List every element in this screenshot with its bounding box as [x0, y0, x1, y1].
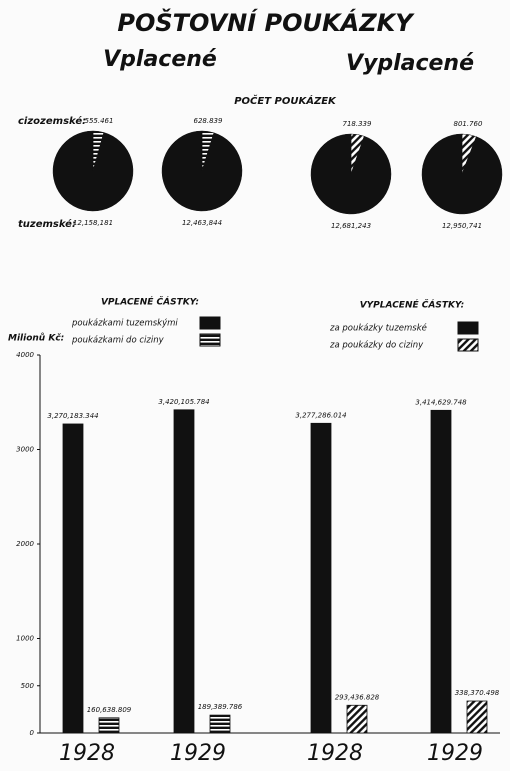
y-tick-label: 3000 — [16, 446, 34, 454]
y-tick-label: 1000 — [16, 635, 34, 643]
bar-value-label: 189,389.786 — [198, 703, 243, 711]
legend-title: VPLACENÉ ČÁSTKY: — [101, 296, 199, 308]
legend-label: za poukázky do ciziny — [329, 341, 424, 351]
pie-category-label: cizozemské: — [18, 115, 86, 127]
pie-value-label: 718.339 — [343, 120, 372, 128]
pie-category-label: tuzemské: — [18, 218, 76, 230]
legend-label: za poukázky tuzemské — [329, 323, 427, 334]
legend-label: poukázkami do ciziny — [71, 336, 165, 346]
y-tick-label: 500 — [21, 682, 35, 690]
legend-swatch — [199, 333, 221, 347]
pie-slice — [310, 133, 392, 215]
bar — [310, 422, 332, 734]
x-tick-label: 1929 — [170, 741, 226, 766]
x-tick-label: 1928 — [307, 741, 363, 766]
bar-value-label: 3,420,105.784 — [158, 398, 209, 406]
bar-value-label: 3,277,286.014 — [295, 411, 346, 419]
pie-value-label: 12,950,741 — [442, 222, 482, 230]
bar — [62, 423, 84, 734]
x-tick-label: 1929 — [427, 741, 483, 766]
pie-value-label: 555.461 — [85, 117, 114, 125]
bar — [98, 717, 120, 734]
y-axis-label: Milionů Kč: — [8, 333, 64, 344]
legend-label: poukázkami tuzemskými — [71, 319, 178, 329]
pie-value-label: 12,463,844 — [182, 219, 222, 227]
bar — [430, 409, 452, 734]
bar-value-label: 3,270,183.344 — [47, 412, 98, 420]
pie-slice — [161, 130, 243, 212]
pie-value-label: 801.760 — [454, 120, 483, 128]
subtitle: Vplacené — [103, 47, 217, 72]
y-tick-label: 2000 — [16, 540, 34, 548]
x-tick-label: 1928 — [59, 741, 115, 766]
legend-title: VYPLACENÉ ČÁSTKY: — [360, 299, 465, 311]
bar-value-label: 3,414,629.748 — [415, 398, 467, 406]
y-tick-label: 0 — [30, 729, 35, 737]
legend-swatch — [457, 338, 479, 352]
bar — [209, 714, 231, 734]
pie-slice — [421, 133, 503, 215]
pie-value-label: 12,158,181 — [73, 219, 113, 227]
subtitle: Vyplacené — [346, 51, 474, 76]
bar — [173, 409, 195, 734]
pie-value-label: 628.839 — [194, 117, 223, 125]
pie-value-label: 12,681,243 — [331, 222, 371, 230]
legend-swatch — [199, 316, 221, 330]
bar — [346, 704, 368, 734]
bar-value-label: 160,638.809 — [87, 706, 132, 714]
bar-value-label: 338,370.498 — [455, 689, 500, 697]
bar-value-label: 293,436.828 — [335, 693, 380, 701]
bar — [466, 700, 488, 734]
pie-title: POČET POUKÁZEK — [234, 93, 337, 107]
page-title: POŠTOVNÍ POUKÁZKY — [117, 7, 415, 37]
legend-swatch — [457, 321, 479, 335]
pie-slice — [52, 130, 134, 212]
y-tick-label: 4000 — [16, 351, 34, 359]
